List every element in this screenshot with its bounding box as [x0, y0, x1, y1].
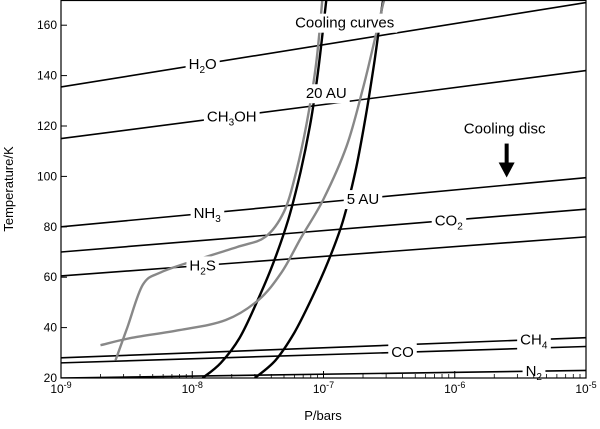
label-ch3oh: CH3OH: [203, 107, 260, 131]
label-h2o: H2O: [185, 55, 220, 79]
cooling-curves-title: Cooling curves: [292, 13, 398, 33]
y-tick-label: 160: [37, 18, 57, 32]
label-background: [522, 362, 546, 386]
tick-exponent: -8: [195, 380, 203, 390]
tick-exponent: -7: [326, 380, 334, 390]
down-arrow-icon: [498, 162, 515, 178]
cooling-curves: [100, 0, 386, 378]
cooling-curve-label-text: 5 AU: [347, 191, 380, 208]
subscript: 4: [542, 341, 548, 352]
tick-base: 10: [50, 382, 64, 396]
label-background: [203, 107, 260, 131]
label-text-ch4: CH4: [520, 332, 548, 352]
x-tick-label: 10-6: [444, 380, 465, 396]
tick-base: 10: [182, 382, 196, 396]
condensation-line-co2: [61, 208, 586, 253]
x-axis-title: P/bars: [304, 408, 342, 423]
cooling-curves-title-text: Cooling curves: [295, 15, 394, 32]
cooling-curve-5-au-black: [254, 0, 385, 378]
x-tick-label: 10-9: [50, 380, 71, 396]
y-tick-label: 20: [44, 371, 58, 385]
label-background: [190, 204, 225, 228]
label-part: OH: [234, 108, 257, 125]
cooling-curve-label-5-au: 5 AU: [343, 190, 383, 210]
condensation-line-h2o: [61, 1, 586, 88]
y-tick-label: 40: [44, 321, 58, 335]
label-text-co: CO: [391, 344, 414, 361]
condensation-line-ch3oh: [61, 69, 586, 140]
label-h2s: H2S: [186, 256, 219, 280]
condensation-line-h2s: [61, 236, 586, 277]
condensation-lines: [61, 1, 586, 378]
label-background: [343, 190, 383, 210]
label-background: [388, 343, 417, 364]
label-background: [431, 211, 467, 235]
y-tick-label: 80: [44, 220, 58, 234]
label-part: CH: [207, 108, 229, 125]
cooling-curve-5-au-grey: [100, 0, 386, 347]
subscript: 3: [229, 117, 235, 128]
label-nh3: NH3: [190, 204, 225, 228]
cooling-curve-label-20-au: 20 AU: [302, 84, 350, 104]
label-text-h2o: H2O: [189, 56, 217, 76]
tick-exponent: -5: [589, 380, 597, 390]
label-part: H: [189, 257, 200, 274]
y-tick-label: 140: [37, 69, 57, 83]
x-tick-label: 10-7: [313, 380, 334, 396]
label-part: N: [526, 363, 537, 380]
y-tick-label: 120: [37, 119, 57, 133]
tick-base: 10: [313, 382, 327, 396]
label-part: NH: [194, 205, 216, 222]
cooling-curve-20-au-grey: [114, 0, 324, 361]
label-background: [517, 330, 551, 354]
label-n2: N2: [522, 362, 546, 386]
label-text-nh3: NH3: [194, 205, 222, 225]
tick-exponent: -6: [457, 380, 465, 390]
label-background: [292, 13, 398, 33]
label-part: CO: [391, 344, 414, 361]
label-part: CH: [520, 332, 542, 349]
x-tick-label: 10-5: [575, 380, 596, 396]
label-part: H: [189, 56, 200, 73]
y-tick-label: 100: [37, 169, 57, 183]
condensation-line-nh3: [61, 176, 586, 228]
label-background: [185, 55, 220, 79]
label-text-h2s: H2S: [189, 257, 215, 277]
subscript: 2: [200, 266, 206, 277]
y-tick-label: 60: [44, 270, 58, 284]
tick-exponent: -9: [64, 380, 72, 390]
label-background: [302, 84, 350, 104]
plot-frame: [60, 0, 587, 379]
label-ch4: CH4: [517, 330, 551, 354]
cooling-curve-20-au-black: [201, 0, 328, 378]
label-part: CO: [435, 212, 458, 229]
tick-base: 10: [444, 382, 458, 396]
subscript: 3: [215, 214, 221, 225]
label-text-co2: CO2: [435, 212, 464, 232]
condensation-line-ch4: [61, 336, 586, 359]
label-part: S: [206, 257, 216, 274]
label-background: [186, 256, 219, 280]
plot-border: [60, 0, 587, 379]
label-co2: CO2: [431, 211, 467, 235]
x-tick-label: 10-8: [182, 380, 203, 396]
label-part: O: [205, 56, 217, 73]
cooling-disc-label: Cooling disc: [464, 121, 546, 138]
tick-base: 10: [575, 382, 589, 396]
cooling-curve-label-text: 20 AU: [306, 85, 347, 102]
condensation-line-co: [61, 345, 586, 364]
subscript: 2: [199, 65, 205, 76]
label-co: CO: [388, 343, 417, 364]
label-text-ch3oh: CH3OH: [207, 108, 257, 128]
y-axis-title: Temperature/K: [1, 146, 16, 232]
cooling-disc-annotation: Cooling disc: [464, 121, 546, 178]
subscript: 2: [457, 221, 463, 232]
